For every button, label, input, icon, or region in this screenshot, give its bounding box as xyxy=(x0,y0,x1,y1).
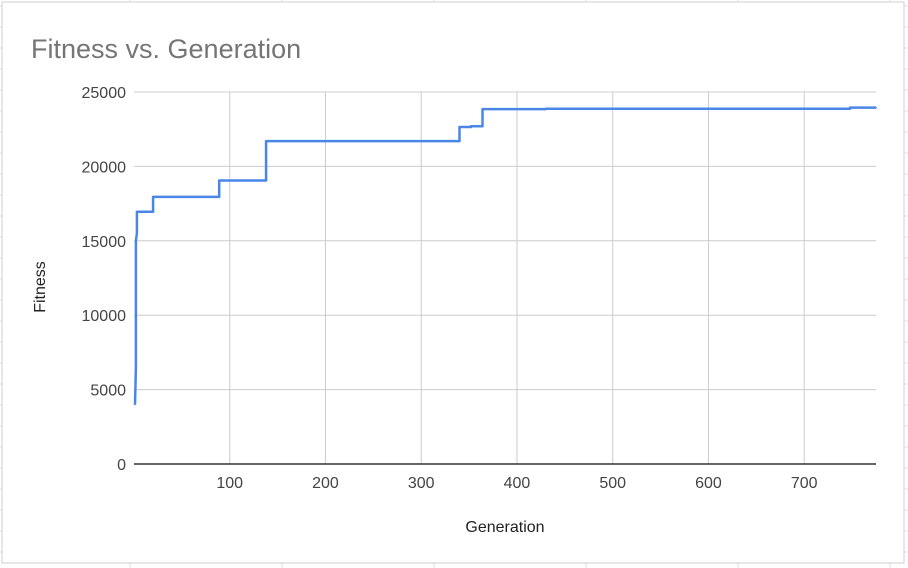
data-point xyxy=(544,108,547,110)
y-axis-title: Fitness xyxy=(32,261,49,313)
x-tick-label: 300 xyxy=(408,475,435,492)
data-point xyxy=(218,196,221,198)
data-point xyxy=(875,106,877,109)
x-axis-ticks: 100 200 300 400 500 600 700 xyxy=(216,475,817,492)
x-tick-label: 200 xyxy=(312,475,339,492)
data-point xyxy=(470,125,472,128)
data-point xyxy=(152,210,154,213)
y-tick-label: 25000 xyxy=(82,85,127,102)
data-point xyxy=(458,140,461,142)
x-tick-label: 500 xyxy=(599,475,626,492)
data-point xyxy=(135,240,137,242)
y-tick-label: 10000 xyxy=(82,308,127,325)
series xyxy=(133,106,877,406)
data-point xyxy=(849,108,851,110)
y-axis-ticks: 0 5000 10000 15000 20000 25000 xyxy=(82,85,127,474)
gridlines xyxy=(134,91,876,464)
data-point xyxy=(218,179,221,182)
data-point xyxy=(136,210,138,213)
x-tick-label: 700 xyxy=(791,475,818,492)
data-point xyxy=(136,232,138,235)
y-tick-label: 20000 xyxy=(82,159,127,176)
x-tick-label: 100 xyxy=(216,475,243,492)
data-point xyxy=(481,125,484,128)
data-point xyxy=(152,196,154,198)
data-point xyxy=(481,108,484,110)
data-point xyxy=(458,126,461,128)
data-point xyxy=(265,179,267,182)
y-tick-label: 15000 xyxy=(82,234,127,251)
data-point xyxy=(849,106,851,109)
x-tick-label: 400 xyxy=(504,475,531,492)
y-tick-label: 0 xyxy=(117,457,126,474)
chart-title: Fitness vs. Generation xyxy=(31,34,301,64)
y-tick-label: 5000 xyxy=(90,383,126,400)
data-point xyxy=(135,366,137,369)
data-point xyxy=(265,140,267,142)
data-point xyxy=(134,403,136,406)
x-axis-title: Generation xyxy=(465,519,544,536)
x-tick-label: 600 xyxy=(695,475,722,492)
